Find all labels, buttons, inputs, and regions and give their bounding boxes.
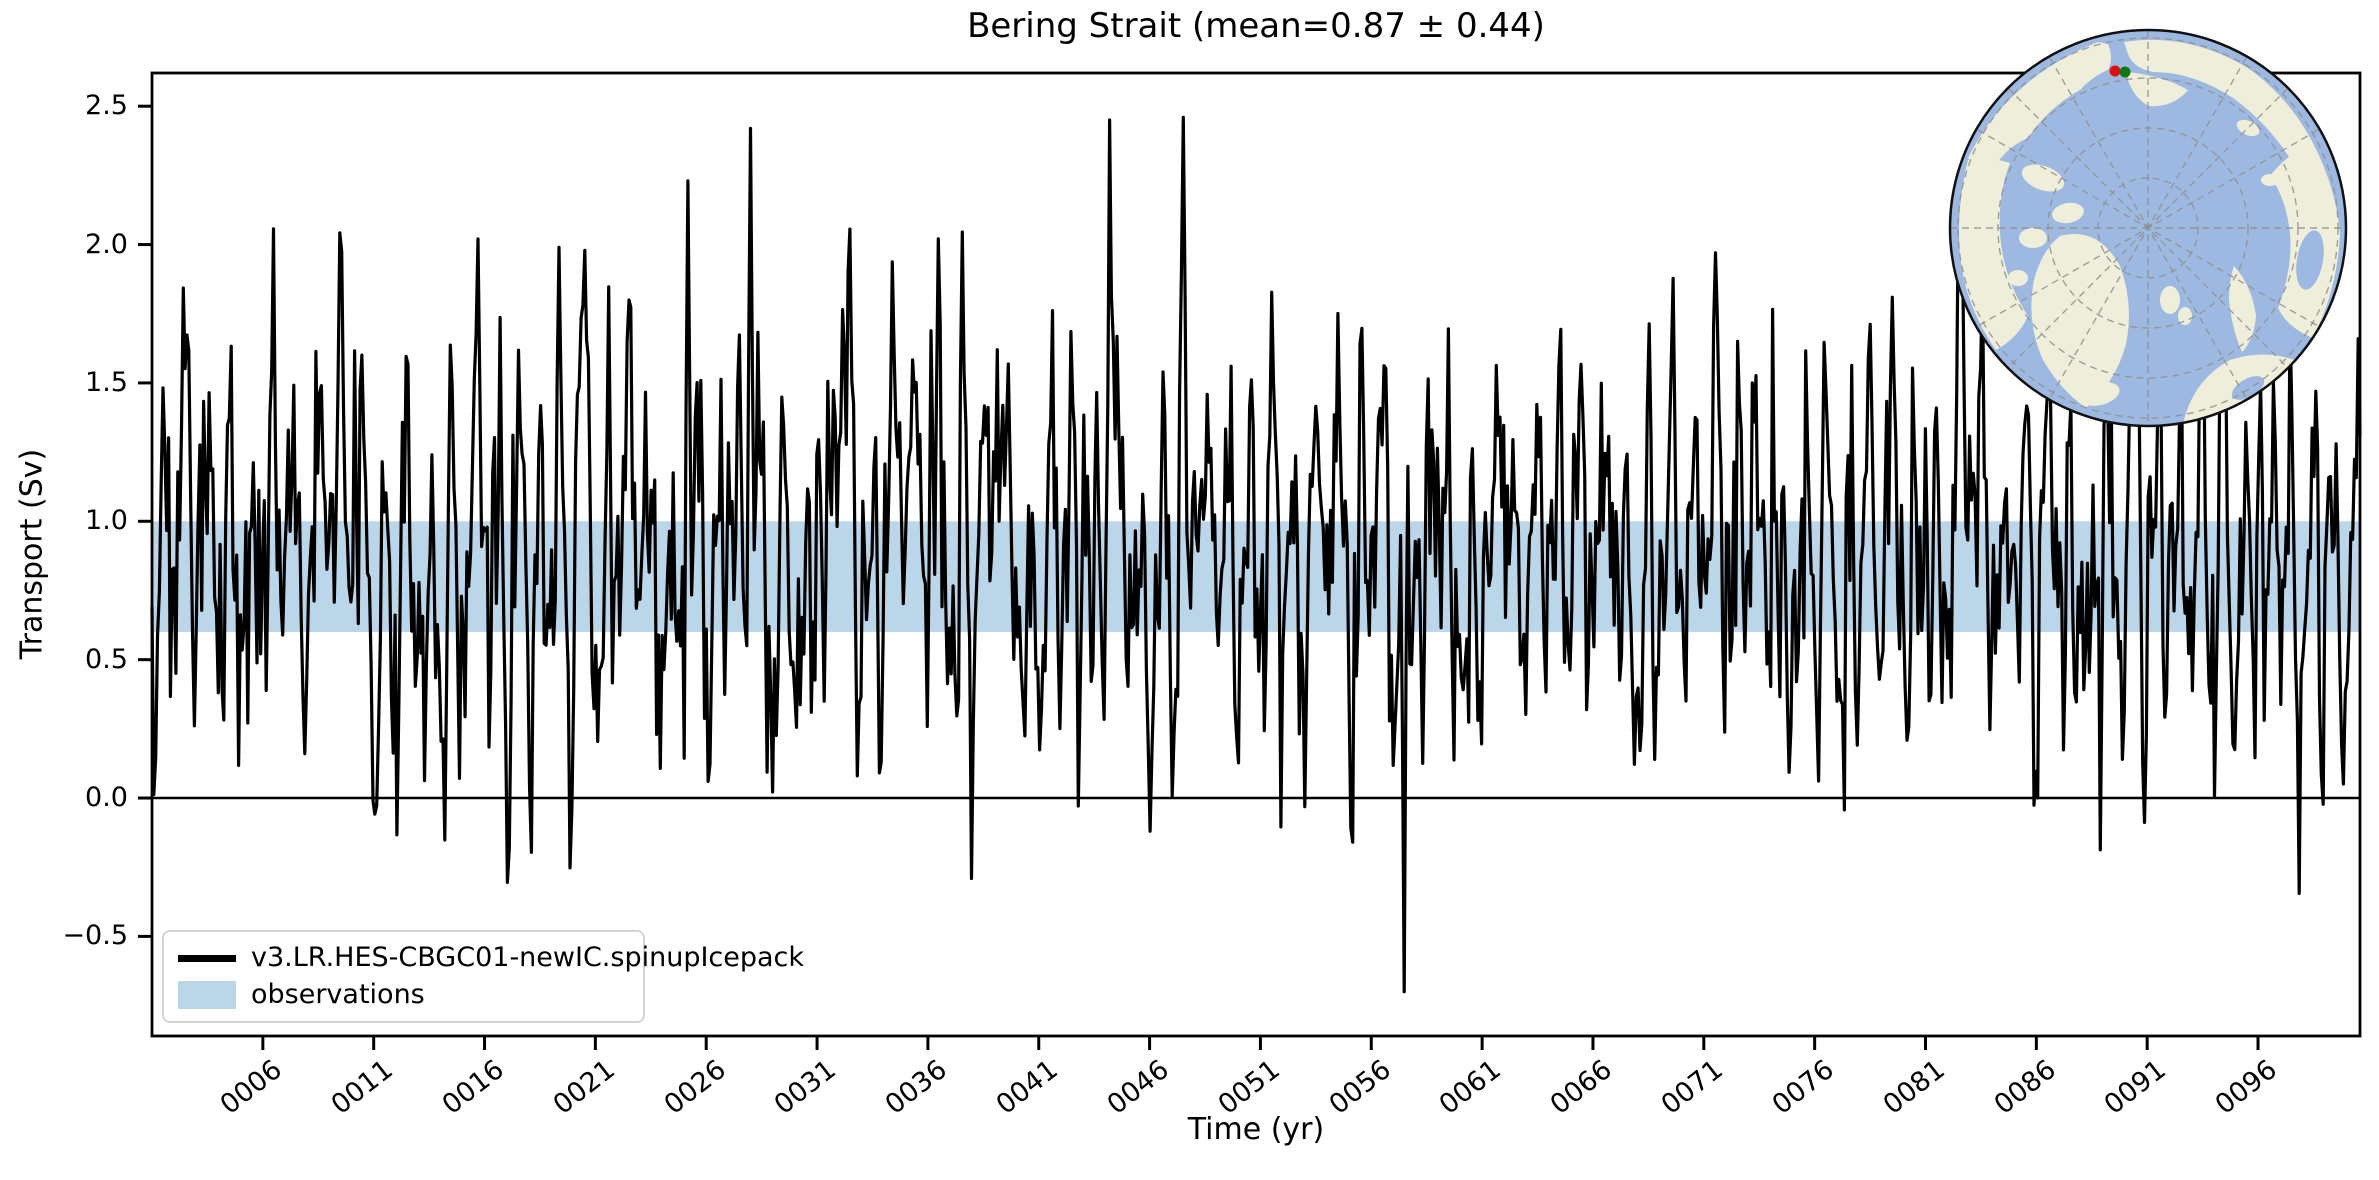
map-outline	[1948, 28, 2348, 428]
land-arctic-island	[2039, 293, 2067, 313]
arctic-inset-map	[1948, 28, 2348, 428]
y-tick-label: −0.5	[62, 920, 128, 952]
bering-strait-marker-red	[2109, 65, 2121, 77]
observations-patch-swatch	[178, 981, 236, 1009]
land-siberian-island	[2236, 119, 2260, 137]
map-graticule	[1950, 30, 2346, 426]
land-svalbard-2	[2178, 307, 2192, 325]
land-novaya-zemlya	[2229, 266, 2256, 352]
land-alaska-interior	[2128, 72, 2188, 107]
legend: v3.LR.HES-CBGC01-newIC.spinupIcepack obs…	[162, 930, 804, 1023]
y-tick-label: 0.0	[85, 782, 128, 814]
land-arctic-island	[2008, 270, 2028, 286]
chart-title: Bering Strait (mean=0.87 ± 0.44)	[967, 6, 1545, 46]
y-tick-label: 2.0	[85, 228, 128, 260]
white-sea-bay	[2231, 376, 2265, 400]
model-line-swatch	[178, 954, 236, 962]
land-arctic-island	[2055, 251, 2091, 275]
land-svalbard	[2160, 286, 2180, 314]
land-canada-coast	[1959, 158, 2028, 350]
legend-item-model: v3.LR.HES-CBGC01-newIC.spinupIcepack	[164, 943, 804, 973]
x-axis-label: Time (yr)	[1187, 1112, 1325, 1147]
y-tick-label: 1.5	[85, 366, 128, 398]
land-greenland	[2031, 234, 2129, 408]
land-iceland	[2080, 382, 2120, 406]
legend-item-observations: observations	[164, 980, 643, 1010]
legend-label-model: v3.LR.HES-CBGC01-newIC.spinupIcepack	[251, 942, 805, 973]
map-content	[1950, 30, 2346, 426]
land-arctic-island	[2019, 228, 2047, 248]
y-tick-label: 1.0	[85, 505, 128, 537]
legend-label-observations: observations	[251, 979, 425, 1010]
plot-frame	[150, 71, 2362, 1038]
land-arctic-island	[2052, 202, 2084, 224]
land-alaska-coast	[2124, 39, 2313, 163]
model-series-line	[150, 115, 2362, 994]
siberian-bay	[2296, 230, 2324, 290]
y-tick-label: 2.5	[85, 90, 128, 122]
y-tick-label: 0.5	[85, 643, 128, 675]
bering-strait-marker-green	[2119, 66, 2131, 78]
land-arctic-island	[2021, 164, 2065, 192]
land-chukotka	[1968, 42, 2111, 178]
land-siberian-island	[2261, 174, 2279, 186]
